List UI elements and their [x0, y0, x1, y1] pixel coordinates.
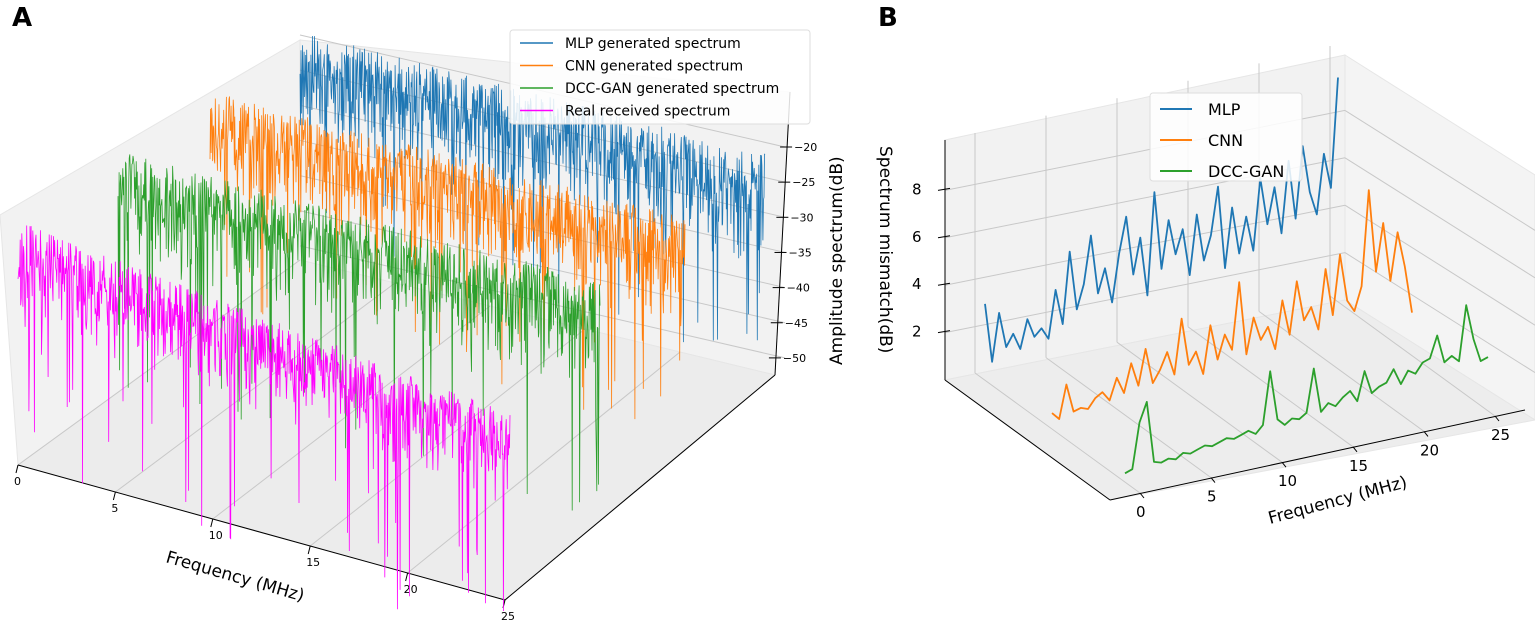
panel-a-ticks: 0 5 10 15 20 25 −20 −25 −30 −35 −40 −45 −50 [14, 141, 817, 621]
panel-b-legend: MLP CNN DCC-GAN [1149, 92, 1303, 182]
panel-b-label: B [878, 3, 898, 33]
panel-a-zlabel: Amplitude spectrum(dB) [827, 156, 847, 365]
panel-b-x-axis [1109, 409, 1526, 501]
panel-b-zlabel: Spectrum mismatch(dB) [875, 146, 895, 353]
panel-a-xlabel: Frequency (MHz) [164, 548, 307, 607]
z-tick-label: −30 [790, 211, 813, 224]
x-tick [1210, 477, 1216, 483]
panel-a-traces [17, 35, 766, 612]
z-tick-label: −50 [783, 352, 806, 365]
z-tick [937, 235, 951, 239]
panel-a-legend: MLP generated spectrum CNN generated spec… [509, 29, 811, 125]
series-line-mlp [984, 77, 1339, 363]
x-tick [112, 491, 116, 501]
x-tick-label: 5 [111, 502, 118, 515]
x-tick [15, 464, 19, 474]
z-tick-label: −40 [787, 282, 810, 295]
z-tick-label: −35 [788, 246, 811, 259]
grid-line [309, 328, 586, 547]
x-tick-label: 15 [306, 556, 320, 569]
panel-a-label: A [12, 3, 32, 33]
series-line-mlp-generated-spectrum [299, 35, 766, 343]
x-tick [1139, 492, 1145, 499]
x-tick-label: 15 [1349, 457, 1368, 475]
x-tick-label: 0 [1136, 503, 1146, 521]
legend-label: DCC-GAN generated spectrum [565, 81, 779, 97]
x-tick [1281, 461, 1287, 468]
series-line-cnn [1051, 189, 1413, 420]
x-tick [1352, 446, 1358, 453]
grid-line [1344, 204, 1535, 326]
panel-a-depth-axis [504, 374, 776, 601]
grid-line [115, 282, 396, 493]
x-tick-label: 10 [209, 529, 223, 542]
legend-label: Real received spectrum [565, 104, 730, 120]
series-line-dcc-gan-generated-spectrum [117, 154, 601, 511]
grid-line [1045, 357, 1212, 479]
grid-line [1116, 341, 1283, 463]
panel-b-side-pane [1344, 54, 1535, 421]
z-tick-label: 6 [912, 228, 922, 246]
x-tick-label: 10 [1278, 472, 1297, 490]
legend-label: MLP generated spectrum [565, 36, 741, 52]
grid-line [944, 204, 1346, 286]
grid-line [1344, 109, 1535, 231]
x-tick [307, 545, 311, 555]
z-tick-label: 2 [912, 323, 922, 341]
x-tick [1423, 431, 1429, 437]
panel-b-traces [984, 77, 1489, 475]
panel-b-depth-axis [944, 379, 1111, 501]
z-tick [937, 330, 951, 334]
z-tick [937, 187, 951, 191]
grid-line [212, 305, 491, 520]
grid-line [1258, 310, 1425, 432]
z-tick [937, 282, 951, 286]
z-tick-label: −45 [785, 317, 808, 330]
legend-label: MLP [1208, 100, 1241, 119]
x-tick-label: 25 [501, 610, 515, 621]
z-tick-label: 8 [912, 180, 922, 198]
z-tick-label: −25 [792, 176, 815, 189]
x-tick-label: 5 [1207, 488, 1217, 506]
z-tick-label: −20 [794, 141, 817, 154]
series-line-real-received-spectrum [17, 225, 511, 612]
panel-a-x-axis [17, 464, 506, 601]
x-tick-label: 0 [14, 475, 21, 488]
series-line-cnn-generated-spectrum [209, 96, 686, 420]
legend-label: CNN generated spectrum [565, 59, 743, 75]
grid-line [1329, 295, 1496, 417]
x-tick-label: 20 [1420, 441, 1439, 459]
legend-label: CNN [1208, 131, 1243, 150]
legend-label: DCC-GAN [1208, 162, 1284, 181]
grid-line [944, 252, 1346, 334]
grid-line [974, 372, 1141, 494]
z-tick-label: 4 [912, 275, 922, 293]
panel-a-z-axis [774, 91, 791, 376]
x-tick-label: 25 [1491, 426, 1510, 444]
panel-b-ticks: 0 5 10 15 20 25 8 6 4 2 [912, 180, 1510, 521]
x-tick-label: 20 [404, 583, 418, 596]
grid-line [17, 259, 301, 466]
grid-line [1344, 252, 1535, 374]
series-line-dcc-gan [1124, 304, 1489, 475]
grid-line [1344, 157, 1535, 279]
x-tick [1494, 415, 1500, 422]
x-tick [405, 572, 409, 582]
x-tick [210, 518, 214, 528]
